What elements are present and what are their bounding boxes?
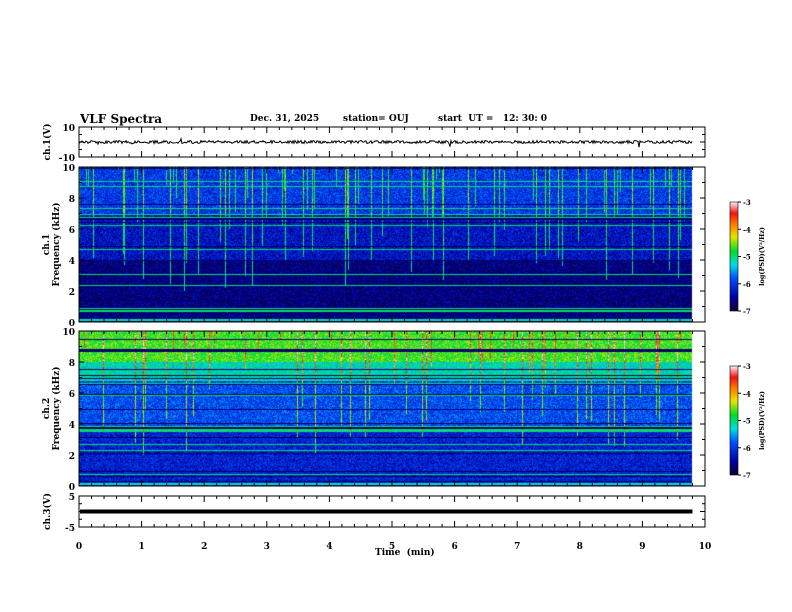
colorbar-frame [729, 365, 739, 476]
x-tick-label: 7 [514, 542, 520, 552]
colorbar-tick-label: -3 [743, 362, 751, 371]
y-tick-label: 0 [69, 319, 75, 329]
y-tick-label: -5 [65, 524, 75, 534]
colorbar-label: log(PSD)(V²/Hz) [758, 391, 766, 450]
y-tick-label: 0 [69, 483, 75, 493]
colorbar-tick-label: -3 [743, 198, 751, 207]
start-time-label: start UT = 12: 30: 0 [438, 114, 548, 124]
y-tick-label: -10 [59, 154, 75, 164]
colorbar-tick-label: -7 [743, 471, 751, 480]
ch1-colorbar [730, 202, 738, 311]
y-tick-label: 5 [69, 493, 75, 503]
x-axis-label: Time (min) [375, 548, 435, 558]
colorbar-tick-label: -4 [743, 225, 751, 234]
y-tick-label: 10 [62, 124, 75, 134]
chart-title: VLF Spectra [80, 112, 163, 126]
x-tick-label: 9 [639, 542, 645, 552]
colorbar-tick-label: -6 [743, 444, 751, 453]
colorbar-tick-label: -4 [743, 389, 751, 398]
x-tick-label: 8 [577, 542, 583, 552]
y-tick-label: 6 [69, 390, 75, 400]
ch1-trace [79, 137, 693, 148]
y-tick-label: 2 [69, 452, 75, 462]
ch1-spectrogram-frame [78, 166, 706, 323]
y-tick-label: 8 [69, 359, 75, 369]
ch2-colorbar [730, 366, 738, 475]
x-tick-label: 3 [264, 542, 270, 552]
ch2-spectrogram-frame [78, 330, 706, 487]
y-tick-label: 10 [62, 328, 75, 338]
y-axis-label-frequency: Frequency (kHz) [51, 202, 62, 286]
colorbar-tick-label: -5 [743, 417, 751, 426]
x-tick-label: 5 [389, 542, 395, 552]
x-tick-label: 4 [326, 542, 332, 552]
y-tick-label: 10 [62, 164, 75, 174]
x-tick-label: 1 [138, 542, 144, 552]
colorbar-frame [729, 201, 739, 312]
y-axis-label: ch.3(V) [42, 493, 53, 530]
station-label: station= OUJ [343, 114, 409, 124]
y-axis-label-frequency: Frequency (kHz) [51, 366, 62, 450]
y-tick-label: 8 [69, 195, 75, 205]
x-tick-label: 0 [76, 542, 82, 552]
y-axis-label: ch.1(V) [42, 124, 53, 161]
y-axis-label-channel: ch.2 [42, 398, 52, 419]
y-tick-label: 6 [69, 226, 75, 236]
colorbar-tick-label: -5 [743, 253, 751, 262]
y-tick-label: 4 [69, 421, 75, 431]
colorbar-tick-label: -6 [743, 280, 751, 289]
ch1-spectrogram-image [79, 167, 705, 322]
ch2-spectrogram-image [79, 331, 705, 486]
x-tick-label: 2 [201, 542, 207, 552]
colorbar-label: log(PSD)(V²/Hz) [758, 227, 766, 286]
x-tick-label: 10 [699, 542, 712, 552]
colorbar-tick-label: -7 [743, 307, 751, 316]
date-label: Dec. 31, 2025 [250, 114, 320, 124]
y-tick-label: 4 [69, 257, 75, 267]
x-tick-label: 6 [451, 542, 457, 552]
y-tick-label: 2 [69, 288, 75, 298]
y-axis-label-channel: ch.1 [42, 234, 52, 255]
